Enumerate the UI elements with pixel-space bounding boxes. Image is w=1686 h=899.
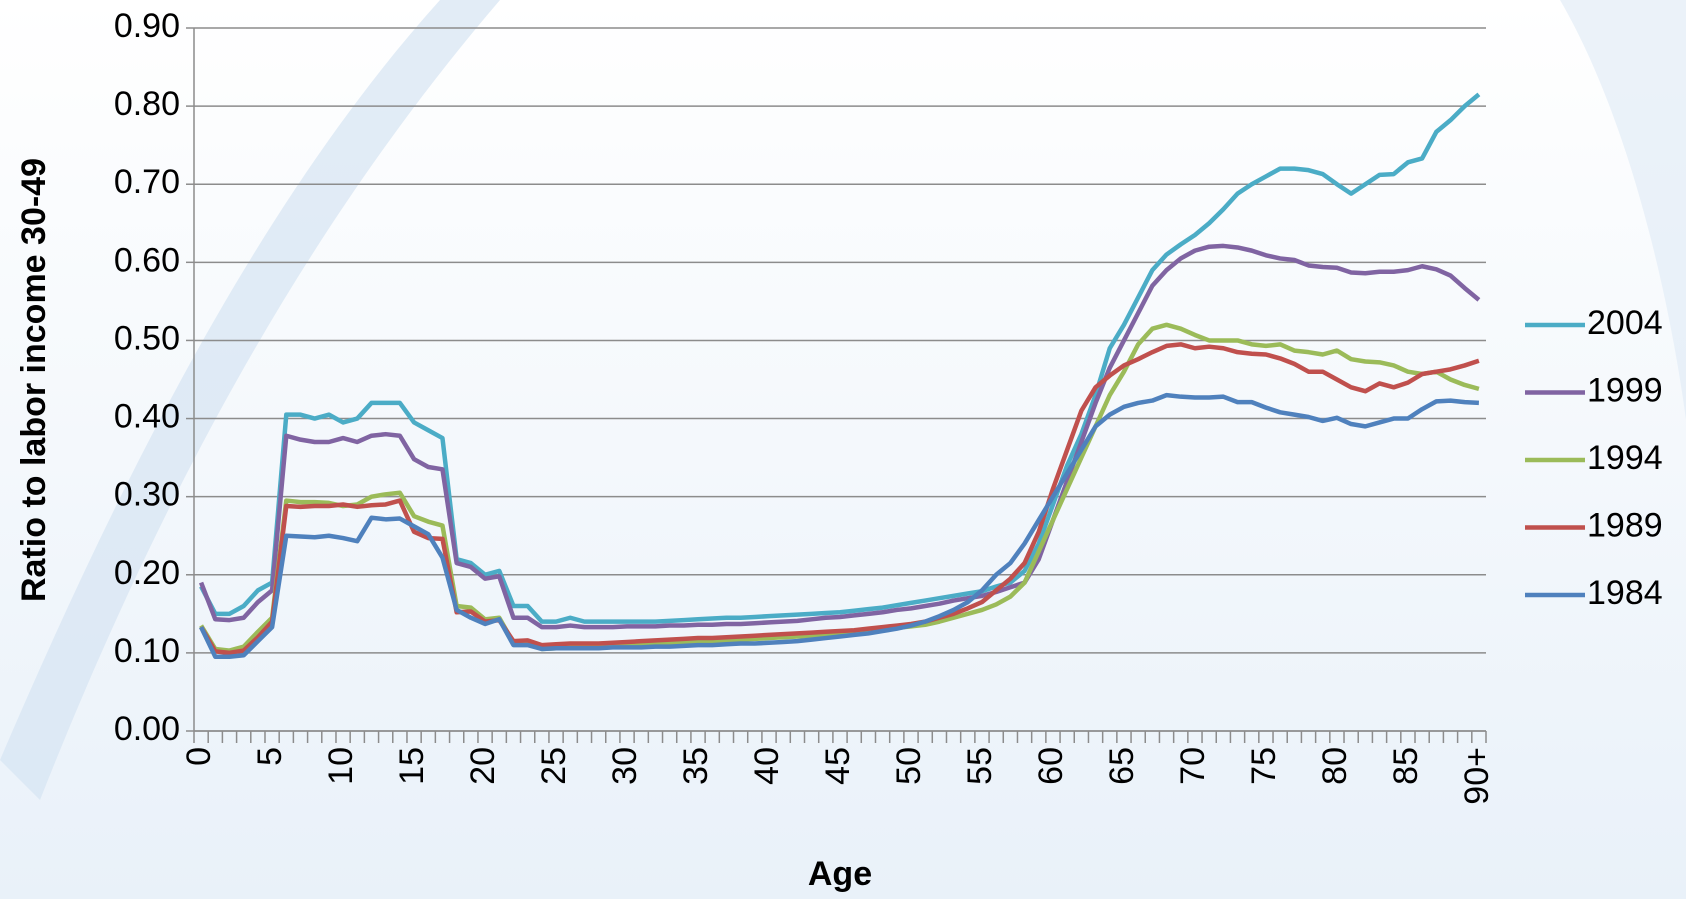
x-tick-label: 5: [251, 747, 289, 766]
legend-label: 1994: [1587, 439, 1663, 477]
y-tick-label: 0.90: [114, 7, 180, 45]
y-tick-label: 0.00: [114, 710, 180, 748]
legend-label: 2004: [1587, 304, 1663, 342]
background-swoosh: [1560, 0, 1686, 420]
y-tick-label: 0.70: [114, 163, 180, 201]
x-tick-label: 50: [890, 747, 928, 785]
x-axis-title: Age: [808, 855, 872, 893]
legend-label: 1984: [1587, 574, 1663, 612]
x-tick-label: 0: [180, 747, 218, 766]
series-line: [199, 92, 1481, 624]
y-tick-label: 0.10: [114, 632, 180, 670]
x-tick-label: 85: [1387, 747, 1425, 785]
y-tick-label: 0.40: [114, 398, 180, 436]
x-tick-label: 20: [464, 747, 502, 785]
x-tick-label: 45: [819, 747, 857, 785]
x-tick-label: 75: [1245, 747, 1283, 785]
y-tick-label: 0.50: [114, 319, 180, 357]
x-tick-label: 70: [1174, 747, 1212, 785]
series-line: [199, 243, 1481, 630]
y-tick-label: 0.80: [114, 85, 180, 123]
legend-label: 1999: [1587, 371, 1663, 409]
legend: 2004 1999 1994 1989 1984: [1525, 304, 1663, 612]
x-tick-label: 15: [393, 747, 431, 785]
axes: 0.00 0.10 0.20 0.30 0.40 0.50 0.60 0.70 0.80 0.90…: [114, 7, 1496, 805]
x-tick-label: 25: [535, 747, 573, 785]
series-line: [199, 322, 1480, 653]
x-tick-label: 30: [606, 747, 644, 785]
x-tick-label: 90+: [1458, 747, 1496, 805]
x-tick-label: 10: [322, 747, 360, 785]
x-tick-label: 35: [677, 747, 715, 785]
y-tick-label: 0.60: [114, 241, 180, 279]
y-tick-label: 0.20: [114, 554, 180, 592]
x-tick-label: 60: [1032, 747, 1070, 785]
series-line: [199, 392, 1480, 660]
y-axis-title: Ratio to labor income 30-49: [15, 158, 53, 602]
background-swoosh: [0, 0, 500, 800]
x-tick-label: 65: [1103, 747, 1141, 785]
x-tick-label: 40: [748, 747, 786, 785]
legend-label: 1989: [1587, 506, 1663, 544]
x-tick-label: 55: [961, 747, 999, 785]
x-tick-label: 80: [1316, 747, 1354, 785]
y-tick-label: 0.30: [114, 476, 180, 514]
lines: [199, 92, 1481, 660]
series-line: [199, 342, 1480, 656]
